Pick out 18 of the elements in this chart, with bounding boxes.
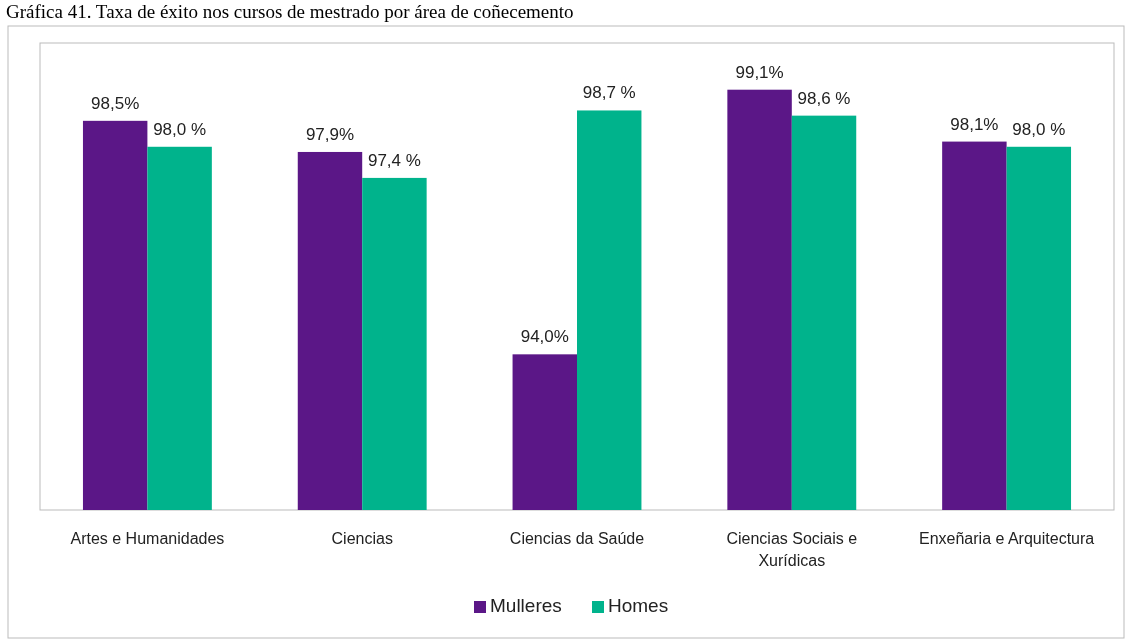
chart-title: Gráfica 41. Taxa de éxito nos cursos de mestrado por área de coñecemento bbox=[6, 1, 574, 22]
data-label: 97,9% bbox=[305, 124, 355, 144]
data-label: 94,0% bbox=[520, 327, 569, 347]
x-tick-label: Ciencias Sociais e Xurídicas bbox=[726, 530, 858, 569]
x-tick-label: Ciencias da Saúde bbox=[509, 530, 645, 547]
x-tick-label: Enxeñaria e Arquitectura bbox=[918, 530, 1095, 547]
data-label: 98,5% bbox=[91, 93, 140, 113]
data-label: 97,4 % bbox=[367, 150, 421, 170]
data-label: 98,0 % bbox=[153, 119, 207, 139]
legend-label: Mulleres bbox=[490, 595, 562, 616]
data-label: 98,6 % bbox=[797, 88, 851, 108]
data-label: 98,0 % bbox=[1012, 119, 1066, 139]
legend-label: Homes bbox=[608, 595, 669, 616]
x-tick-label: Artes e Humanidades bbox=[70, 530, 225, 547]
data-label: 98,7 % bbox=[582, 83, 636, 103]
data-label: 99,1% bbox=[735, 62, 784, 82]
x-tick-label: Ciencias bbox=[331, 530, 393, 547]
data-label: 98,1% bbox=[950, 114, 999, 134]
